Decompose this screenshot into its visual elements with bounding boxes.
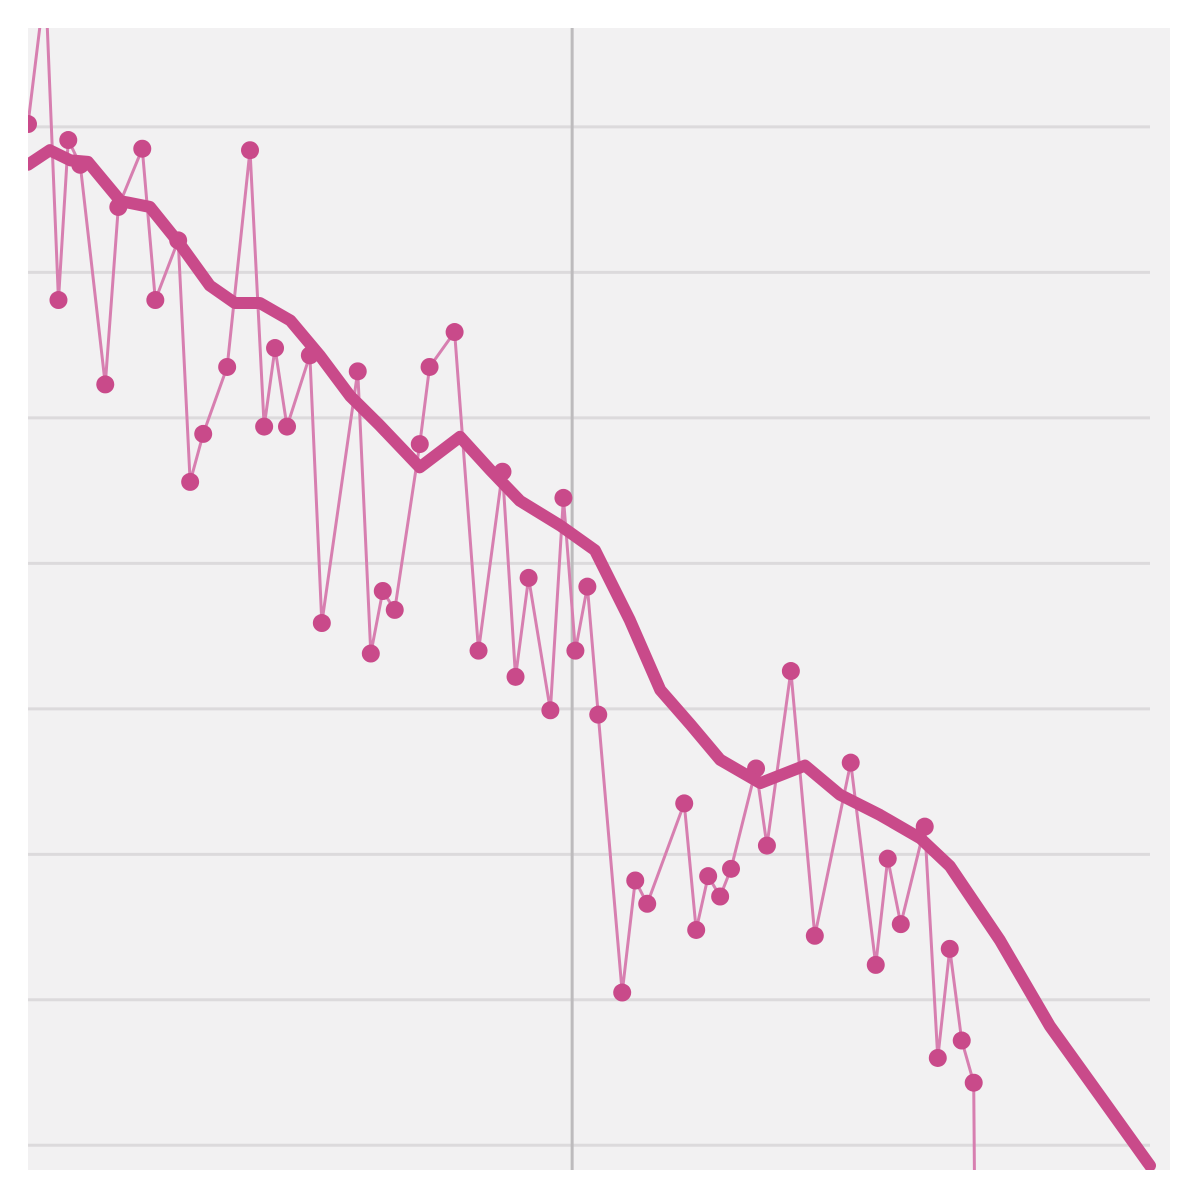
data-point xyxy=(805,926,824,945)
data-point xyxy=(385,600,404,619)
data-point xyxy=(410,435,429,454)
data-point xyxy=(952,1031,971,1050)
grid xyxy=(28,28,1150,1170)
data-point xyxy=(312,614,331,633)
data-point xyxy=(626,871,645,890)
data-point xyxy=(915,817,934,836)
data-point xyxy=(133,139,152,158)
data-point xyxy=(469,641,488,660)
data-point xyxy=(866,955,885,974)
data-point xyxy=(361,644,380,663)
data-point xyxy=(687,920,706,939)
data-point xyxy=(194,424,213,443)
data-point xyxy=(28,115,37,134)
data-point xyxy=(928,1048,947,1067)
data-point xyxy=(699,867,718,886)
data-point xyxy=(781,662,800,681)
data-point xyxy=(506,667,525,686)
data-point xyxy=(181,472,200,491)
data-point xyxy=(891,915,910,934)
data-point xyxy=(218,357,237,376)
data-point xyxy=(841,753,860,772)
data-point xyxy=(266,339,285,358)
data-point xyxy=(49,291,68,310)
data-point xyxy=(241,141,260,160)
data-point xyxy=(146,291,165,310)
data-point xyxy=(255,417,274,436)
data-point xyxy=(638,894,657,913)
data-point xyxy=(940,939,959,958)
data-point xyxy=(589,705,608,724)
data-point xyxy=(96,375,115,394)
data xyxy=(28,28,1156,1170)
data-point xyxy=(519,568,538,587)
data-point xyxy=(675,794,694,813)
data-point xyxy=(278,417,297,436)
data-point xyxy=(554,488,573,507)
data-point xyxy=(757,836,776,855)
data-point xyxy=(878,849,897,868)
data-point xyxy=(541,701,560,720)
trend-line xyxy=(28,144,1156,1170)
data-point xyxy=(59,131,78,150)
data-point xyxy=(566,641,585,660)
data-point xyxy=(445,323,464,342)
data-point xyxy=(348,362,367,381)
data-point xyxy=(373,581,392,600)
data-point xyxy=(420,357,439,376)
data-point xyxy=(578,577,597,596)
data-point xyxy=(711,887,730,906)
data-point xyxy=(613,983,632,1002)
plot-background xyxy=(28,28,1170,1170)
data-point xyxy=(964,1073,983,1092)
data-point xyxy=(722,859,741,878)
